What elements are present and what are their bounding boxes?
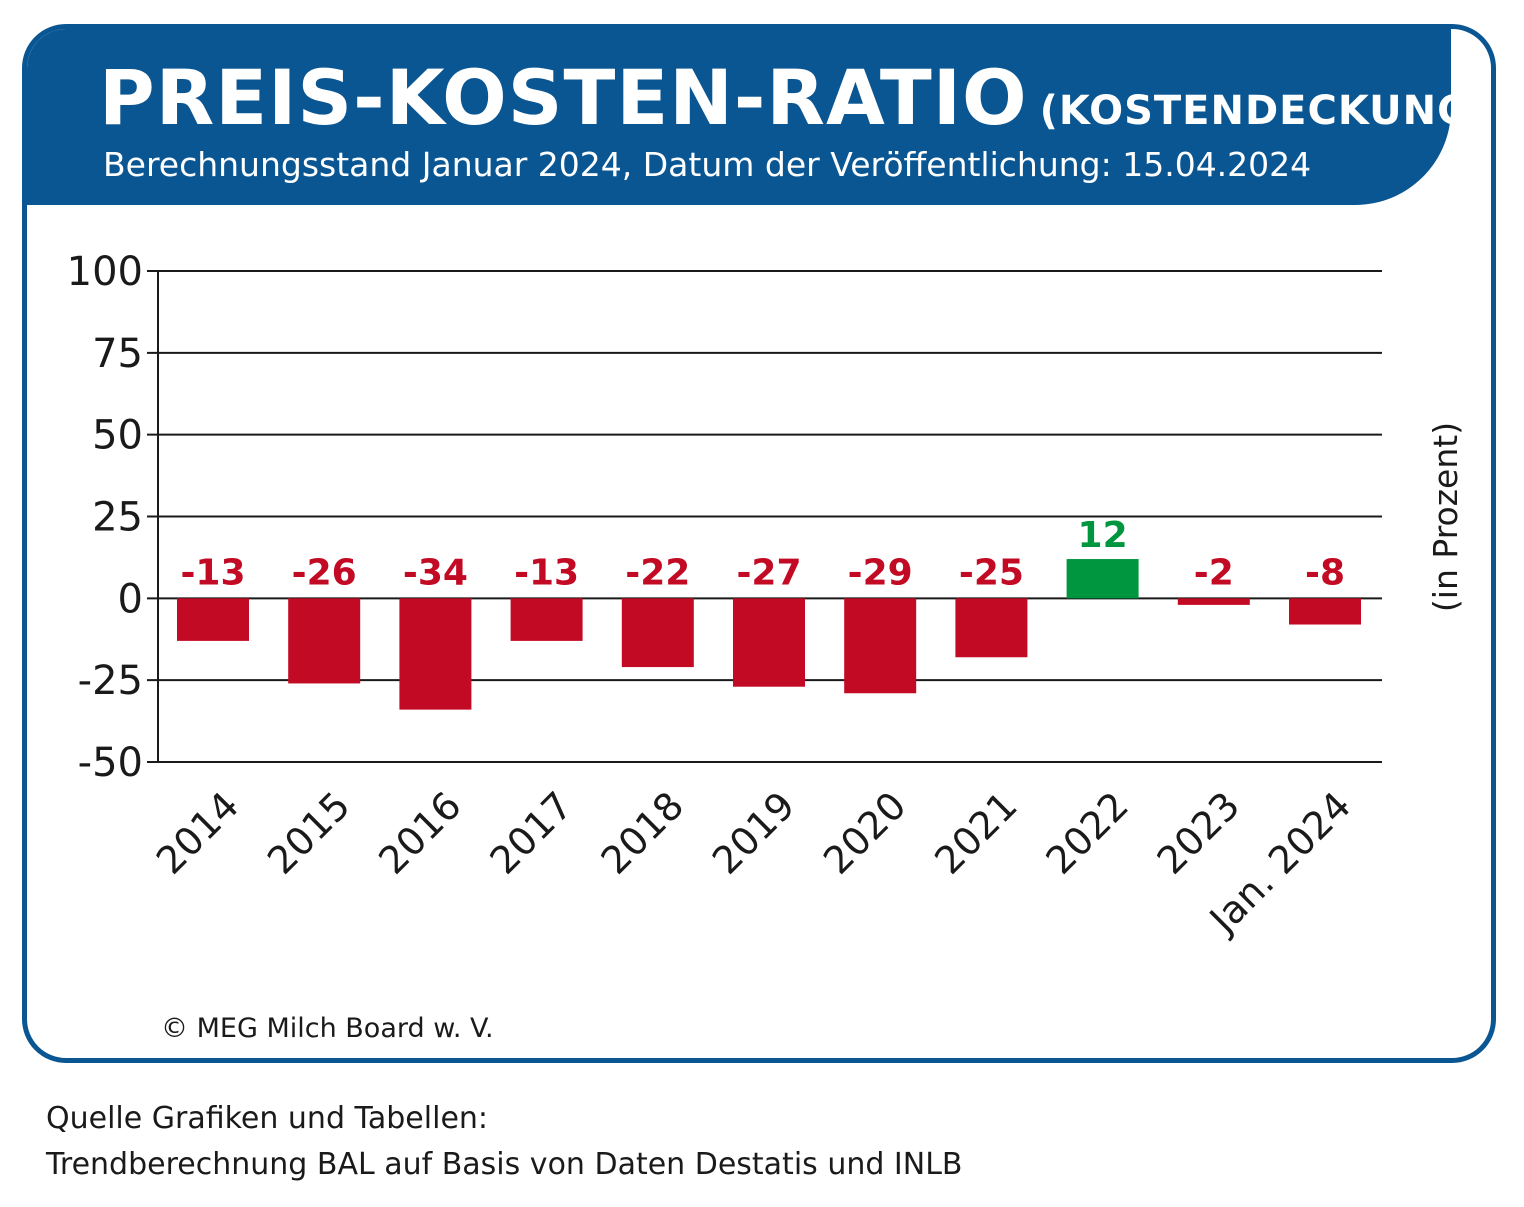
data-label: -8 [1305, 552, 1345, 593]
y-tick-label: 75 [92, 331, 143, 377]
data-label: 12 [1078, 515, 1128, 556]
y-tick-label: 25 [92, 495, 143, 541]
data-label: -13 [514, 552, 579, 593]
x-tick-label: 2022 [1037, 783, 1137, 883]
bar [1066, 559, 1139, 599]
bar [733, 598, 805, 687]
data-label: -2 [1194, 552, 1234, 593]
x-tick-label: 2019 [704, 783, 804, 883]
x-tick-label: 2014 [148, 783, 248, 883]
x-tick-label: 2020 [815, 783, 915, 883]
x-tick-label: 2016 [370, 783, 470, 883]
y-tick-label: 50 [92, 413, 143, 459]
chart-title-suffix: (KOSTENDECKUNG) [1039, 88, 1491, 134]
data-label: -25 [959, 552, 1024, 593]
bar [955, 598, 1028, 658]
bar [621, 598, 694, 668]
data-label: -29 [848, 552, 913, 593]
chart-subtitle: Berechnungsstand Januar 2024, Datum der … [103, 145, 1312, 184]
chart-card: PREIS-KOSTEN-RATIO (KOSTENDECKUNG) Berech… [22, 24, 1496, 1063]
header-banner: PREIS-KOSTEN-RATIO (KOSTENDECKUNG) Berech… [27, 29, 1489, 205]
x-tick-label: 2018 [593, 783, 693, 883]
y-axis-label: (in Prozent) [1426, 422, 1465, 612]
y-tick-label: 0 [118, 576, 143, 622]
y-tick-label: 100 [67, 249, 143, 295]
x-tick-label: 2023 [1149, 783, 1249, 883]
x-tick-label: 2015 [259, 783, 359, 883]
data-label: -22 [625, 552, 690, 593]
x-tick-label: 2021 [926, 783, 1026, 883]
bar [1177, 598, 1250, 605]
source-line-2: Trendberechnung BAL auf Basis von Daten … [46, 1147, 963, 1182]
data-label: -26 [292, 552, 357, 593]
title-row: PREIS-KOSTEN-RATIO (KOSTENDECKUNG) [99, 53, 1490, 142]
bar [1289, 598, 1361, 625]
source-line-1: Quelle Grafiken und Tabellen: [46, 1101, 489, 1136]
chart-title: PREIS-KOSTEN-RATIO [99, 53, 1028, 142]
y-tick-label: -25 [78, 658, 143, 704]
bar [399, 598, 472, 710]
y-tick-label: -50 [78, 740, 143, 786]
source-note: Quelle Grafiken und Tabellen: Trendberec… [46, 1096, 963, 1188]
bar [288, 598, 361, 684]
data-label: -13 [180, 552, 245, 593]
data-label: -27 [736, 552, 801, 593]
copyright-notice: © MEG Milch Board w. V. [161, 1013, 494, 1044]
data-label: -34 [403, 552, 468, 593]
bar [177, 598, 249, 641]
bar [844, 598, 917, 694]
bar-chart: 100 75 50 25 0 -25 -50 -13 2014 -26 2015 -34 2016 -13… [67, 249, 1465, 943]
x-tick-label: 2017 [481, 783, 581, 883]
bar [510, 598, 583, 641]
